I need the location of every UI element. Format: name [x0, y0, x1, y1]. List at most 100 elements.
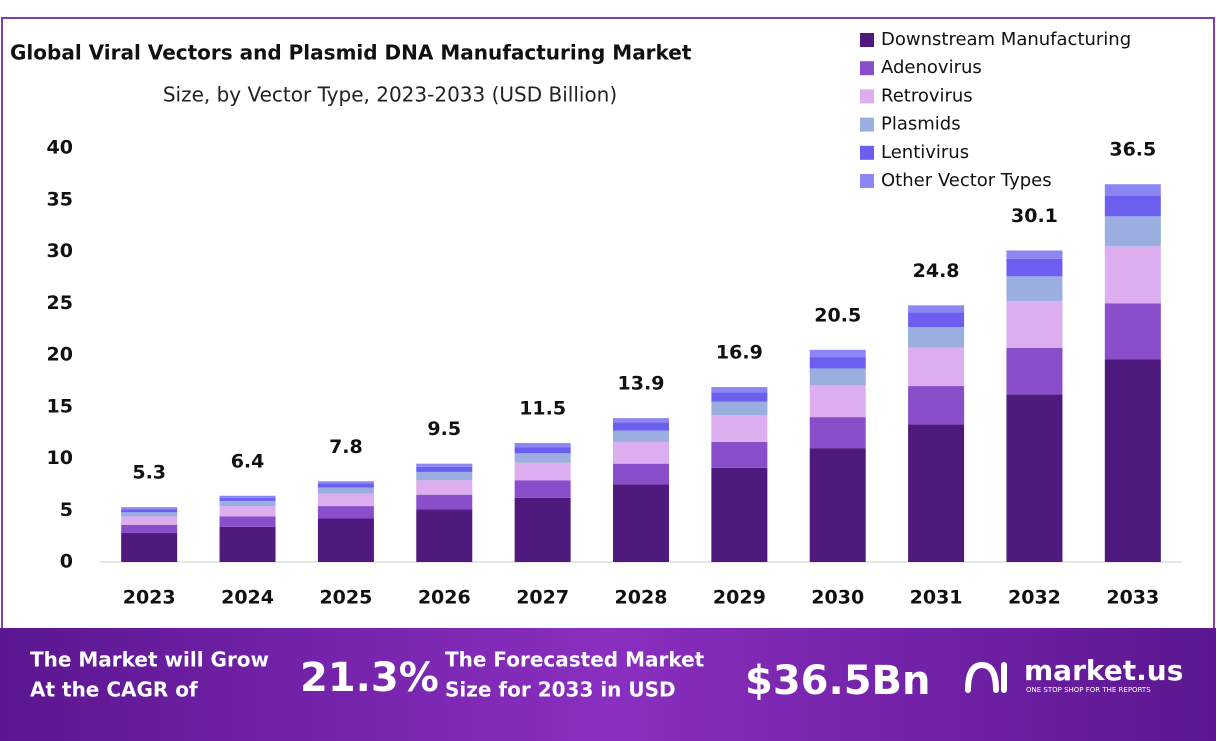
bar-segment — [121, 524, 178, 534]
x-tick-label: 2033 — [1106, 587, 1159, 609]
bar-segment — [1104, 246, 1161, 304]
bar-segment — [514, 480, 571, 498]
bar-segment — [514, 442, 571, 448]
cagr-text: At the CAGR of — [30, 678, 198, 702]
bar-segment — [121, 516, 178, 525]
bar-segment — [1006, 250, 1063, 259]
bar-segment — [416, 494, 473, 510]
y-tick-label: 15 — [47, 395, 73, 417]
bar-segment — [514, 453, 571, 463]
forecast-value: $36.5Bn — [745, 658, 931, 704]
bar-segment — [908, 305, 965, 313]
total-label: 9.5 — [427, 418, 461, 440]
bar-segment — [908, 347, 965, 387]
bar-segment — [1104, 359, 1161, 562]
bar-segment — [809, 448, 866, 562]
forecast-text: Size for 2033 in USD — [445, 678, 676, 702]
bar-segment — [317, 481, 374, 484]
total-label: 13.9 — [618, 373, 665, 395]
bar-segment — [514, 462, 571, 481]
bar-segment — [613, 441, 669, 464]
bar-segment — [613, 430, 669, 442]
bar-segment — [1104, 216, 1161, 247]
bar-segment — [1006, 394, 1063, 562]
x-tick-label: 2032 — [1008, 587, 1061, 609]
bar-segment — [1006, 276, 1063, 302]
legend-label: Plasmids — [881, 114, 961, 135]
bar-segment — [219, 526, 276, 562]
bar-segment — [711, 467, 768, 562]
bar-segment — [809, 417, 866, 449]
bar-segment — [711, 415, 768, 442]
bar-segment — [317, 493, 374, 507]
bar-segment — [1006, 258, 1063, 277]
total-label: 30.1 — [1011, 205, 1058, 227]
legend-swatch — [860, 145, 874, 160]
bar-segment — [711, 441, 768, 468]
bar-segment — [416, 463, 473, 467]
cagr-value: 21.3% — [300, 655, 439, 701]
legend-swatch — [860, 89, 874, 104]
bar-segment — [908, 327, 965, 348]
bar-segment — [219, 497, 276, 501]
bar-segment — [219, 516, 276, 527]
brand-logo — [965, 661, 1007, 693]
bar-segment — [809, 385, 866, 418]
bar-segment — [1006, 347, 1063, 395]
x-tick-label: 2026 — [418, 587, 471, 609]
bar-segment — [219, 495, 276, 498]
bar-segment — [317, 483, 374, 488]
bar-segment — [1104, 184, 1161, 196]
x-tick-label: 2025 — [319, 587, 372, 609]
y-tick-label: 30 — [47, 240, 73, 262]
bar-segment — [514, 497, 571, 562]
forecast-text: The Forecasted Market — [445, 648, 705, 672]
bar-segment — [121, 509, 178, 513]
total-label: 6.4 — [231, 450, 265, 472]
bar-segment — [121, 533, 178, 562]
bar-segment — [711, 392, 768, 402]
bar-segment — [317, 506, 374, 519]
bar-segment — [1104, 303, 1161, 360]
total-label: 24.8 — [913, 260, 960, 282]
bar-segment — [416, 466, 473, 472]
brand-name: market.us — [1024, 654, 1183, 687]
x-tick-label: 2028 — [615, 587, 668, 609]
total-label: 11.5 — [519, 397, 566, 419]
bar-segment — [908, 386, 965, 425]
chart-title: Global Viral Vectors and Plasmid DNA Man… — [10, 41, 692, 65]
y-tick-label: 35 — [47, 188, 73, 210]
x-tick-label: 2031 — [910, 587, 963, 609]
bar-segment — [317, 518, 374, 562]
chart-subtitle: Size, by Vector Type, 2023-2033 (USD Bil… — [163, 83, 617, 107]
y-tick-label: 25 — [47, 292, 73, 314]
bar-segment — [121, 507, 178, 510]
y-tick-label: 0 — [60, 551, 73, 573]
x-tick-label: 2030 — [811, 587, 864, 609]
total-label: 36.5 — [1109, 139, 1156, 161]
bar-segment — [809, 357, 866, 369]
y-tick-label: 20 — [47, 344, 73, 366]
bar-segment — [219, 506, 276, 517]
legend-label: Lentivirus — [881, 142, 969, 163]
bar-segment — [613, 484, 669, 562]
footer-banner — [0, 628, 1216, 741]
legend-swatch — [860, 61, 874, 76]
y-tick-label: 5 — [60, 499, 73, 521]
legend-label: Downstream Manufacturing — [881, 29, 1131, 50]
bar-segment — [711, 401, 768, 416]
legend-swatch — [860, 33, 874, 47]
legend-label: Adenovirus — [881, 57, 982, 78]
bar-segment — [908, 312, 965, 328]
bar-segment — [219, 500, 276, 507]
bar-segment — [1006, 301, 1063, 348]
total-label: 16.9 — [716, 342, 763, 364]
legend-swatch — [860, 174, 874, 188]
bar-segment — [416, 509, 473, 562]
bar-segment — [121, 512, 178, 517]
total-label: 5.3 — [132, 462, 166, 484]
bar-segment — [613, 418, 669, 423]
legend-swatch — [860, 117, 874, 132]
